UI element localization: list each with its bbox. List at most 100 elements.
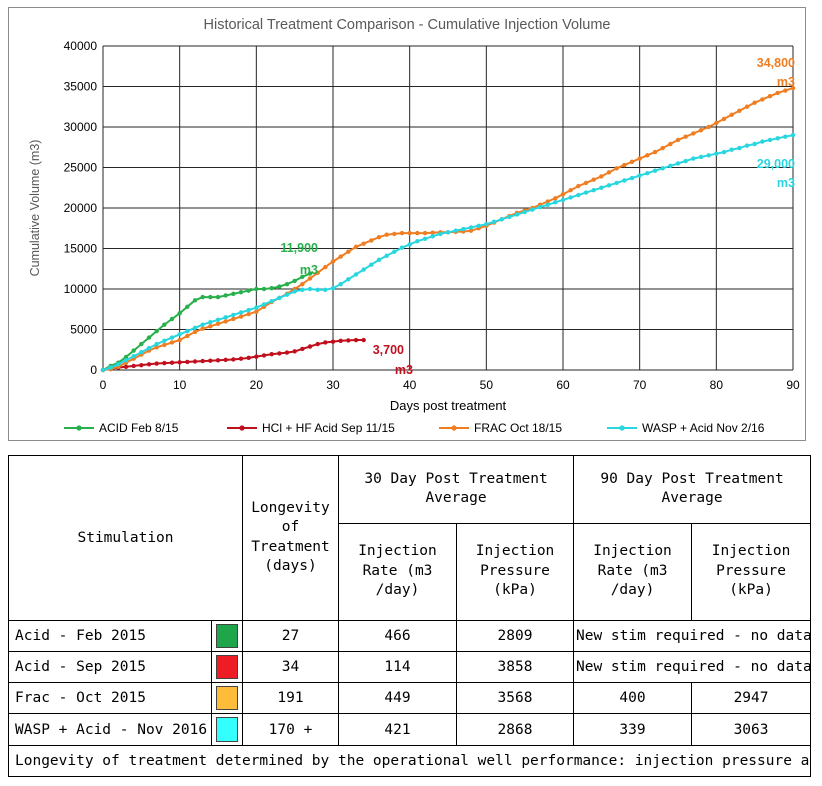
chart-title: Historical Treatment Comparison - Cumula… <box>204 17 611 33</box>
data-point <box>361 267 366 272</box>
data-point <box>338 338 343 344</box>
data-point <box>254 309 259 314</box>
data-point <box>315 341 320 347</box>
data-point <box>507 214 512 220</box>
x-axis-label: Days post treatment <box>390 398 507 413</box>
header-stimulation: Stimulation <box>8 455 243 621</box>
color-swatch <box>216 686 238 711</box>
data-point <box>706 153 711 158</box>
header-pressure-30: Injection Pressure (kPa) <box>455 522 575 621</box>
data-point <box>591 177 596 182</box>
y-tick-label: 5000 <box>70 323 97 337</box>
legend-entry: WASP + Acid Nov 2/16 <box>642 421 765 435</box>
data-point <box>177 332 182 337</box>
data-point <box>629 175 635 181</box>
data-label-value: 34,800 <box>757 56 795 70</box>
color-swatch <box>216 717 238 742</box>
data-point <box>269 298 274 304</box>
data-point <box>714 120 719 126</box>
data-point <box>407 242 412 247</box>
table-row: WASP + Acid - Nov 2016 170 + 421 2868 33… <box>8 713 812 746</box>
data-point <box>637 156 642 161</box>
header-30-day: 30 Day Post Treatment Average <box>337 455 575 524</box>
data-point <box>553 196 558 201</box>
data-point <box>445 230 451 235</box>
data-point <box>162 360 167 366</box>
data-point <box>675 161 681 166</box>
data-point <box>192 298 198 303</box>
legend-entry: FRAC Oct 18/15 <box>474 421 562 435</box>
data-point <box>192 359 198 364</box>
data-point <box>307 344 313 349</box>
data-point <box>576 183 581 189</box>
longevity-value: 34 <box>242 650 339 684</box>
data-label-value: 29,000 <box>757 157 795 171</box>
legend-marker <box>619 425 625 431</box>
data-point <box>162 342 167 348</box>
data-point <box>200 294 205 300</box>
y-tick-label: 35000 <box>64 80 98 94</box>
data-point <box>292 278 297 284</box>
header-rate-30: Injection Rate (m3 /day) <box>338 522 457 621</box>
data-point <box>530 207 535 212</box>
data-point <box>361 337 366 343</box>
data-point <box>223 293 228 298</box>
series-line <box>102 134 794 371</box>
data-point <box>729 112 734 118</box>
data-point <box>767 137 773 143</box>
data-point <box>323 287 328 293</box>
rate-30-value: 114 <box>338 650 457 684</box>
data-point <box>453 228 458 233</box>
data-point <box>231 312 236 318</box>
data-point <box>691 131 696 136</box>
data-point <box>100 367 106 373</box>
data-point <box>215 317 221 322</box>
header-90-day: 90 Day Post Treatment Average <box>573 455 812 524</box>
data-point <box>223 319 228 324</box>
stimulation-name: WASP + Acid - Nov 2016 <box>8 713 212 746</box>
data-point <box>284 350 290 355</box>
rate-90-value: 400 <box>573 682 693 715</box>
data-point <box>399 230 405 236</box>
data-point <box>300 287 305 293</box>
data-point <box>415 239 420 244</box>
data-point <box>499 217 504 222</box>
data-point <box>208 324 213 329</box>
data-point <box>576 192 581 198</box>
data-point <box>353 244 359 250</box>
x-tick-label: 70 <box>633 378 647 392</box>
data-point <box>430 234 435 239</box>
data-point <box>192 325 198 331</box>
data-label-unit: m3 <box>777 176 795 190</box>
data-point <box>238 310 244 315</box>
data-point <box>737 108 742 114</box>
data-point <box>560 197 566 203</box>
longevity-value: 191 <box>242 682 339 715</box>
data-point <box>645 153 650 158</box>
data-point <box>399 245 405 250</box>
data-point <box>537 204 543 210</box>
y-tick-label: 0 <box>90 363 97 377</box>
data-point <box>146 362 152 367</box>
x-tick-label: 50 <box>480 378 494 392</box>
data-point <box>200 326 205 331</box>
data-point <box>330 259 336 264</box>
x-tick-label: 30 <box>326 378 340 392</box>
data-point <box>307 271 313 276</box>
pressure-30-value: 2868 <box>455 713 575 746</box>
data-point <box>223 315 228 320</box>
x-tick-label: 40 <box>403 378 417 392</box>
data-point <box>246 288 251 293</box>
data-point <box>691 156 696 161</box>
y-tick-label: 25000 <box>64 161 98 175</box>
data-point <box>169 360 175 365</box>
data-point <box>568 195 573 200</box>
data-point <box>177 337 182 343</box>
data-point <box>760 97 765 102</box>
data-point <box>783 88 788 93</box>
data-point <box>438 231 443 237</box>
data-point <box>254 286 259 292</box>
x-tick-label: 10 <box>173 378 187 392</box>
data-point <box>422 236 428 241</box>
y-axis-label: Cumulative Volume (m3) <box>28 140 42 277</box>
